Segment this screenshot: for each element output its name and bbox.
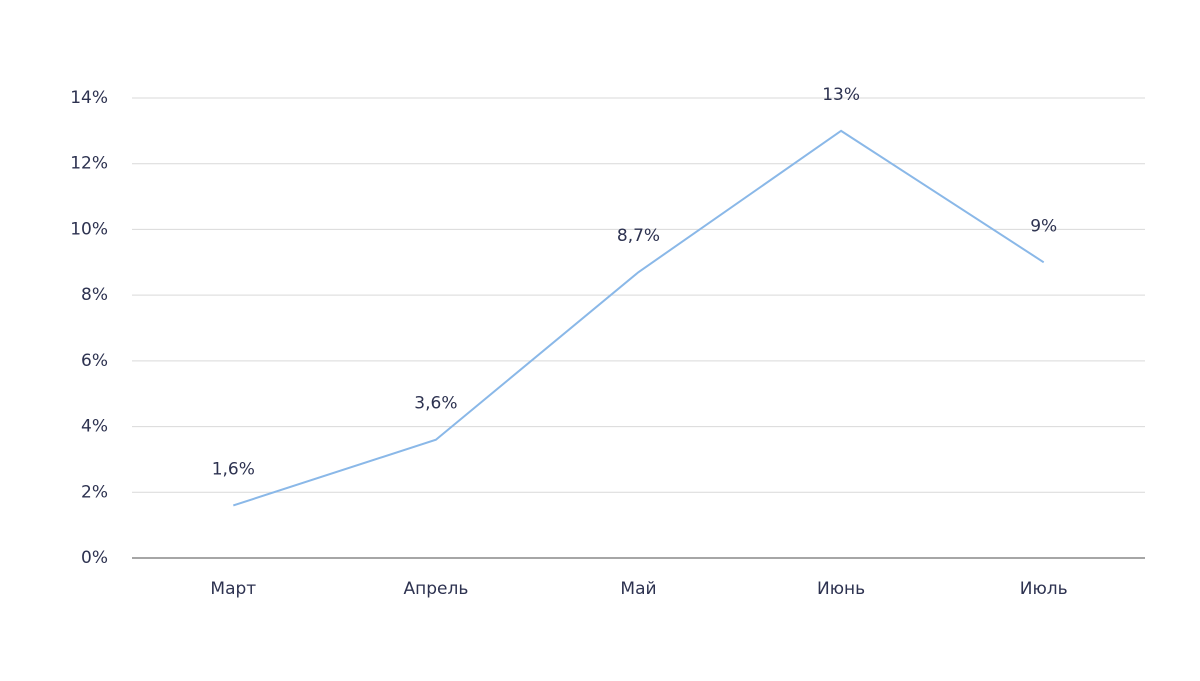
y-tick-label: 2% — [81, 482, 108, 502]
x-tick-label: Июль — [1020, 579, 1068, 599]
data-label: 8,7% — [617, 226, 660, 246]
x-tick-label: Июнь — [817, 579, 865, 599]
x-tick-label: Апрель — [403, 579, 468, 599]
y-tick-label: 6% — [81, 351, 108, 371]
data-label: 3,6% — [414, 394, 457, 414]
x-tick-label: Март — [210, 579, 256, 599]
y-tick-label: 10% — [70, 219, 108, 239]
data-label: 1,6% — [212, 459, 255, 479]
data-label: 9% — [1030, 216, 1057, 236]
data-label: 13% — [822, 85, 860, 105]
y-tick-label: 4% — [81, 417, 108, 437]
y-tick-label: 12% — [70, 154, 108, 174]
y-tick-label: 14% — [70, 88, 108, 108]
line — [232, 129, 1045, 507]
y-tick-label: 0% — [81, 548, 108, 568]
y-tick-label: 8% — [81, 285, 108, 305]
x-tick-label: Май — [620, 579, 656, 599]
